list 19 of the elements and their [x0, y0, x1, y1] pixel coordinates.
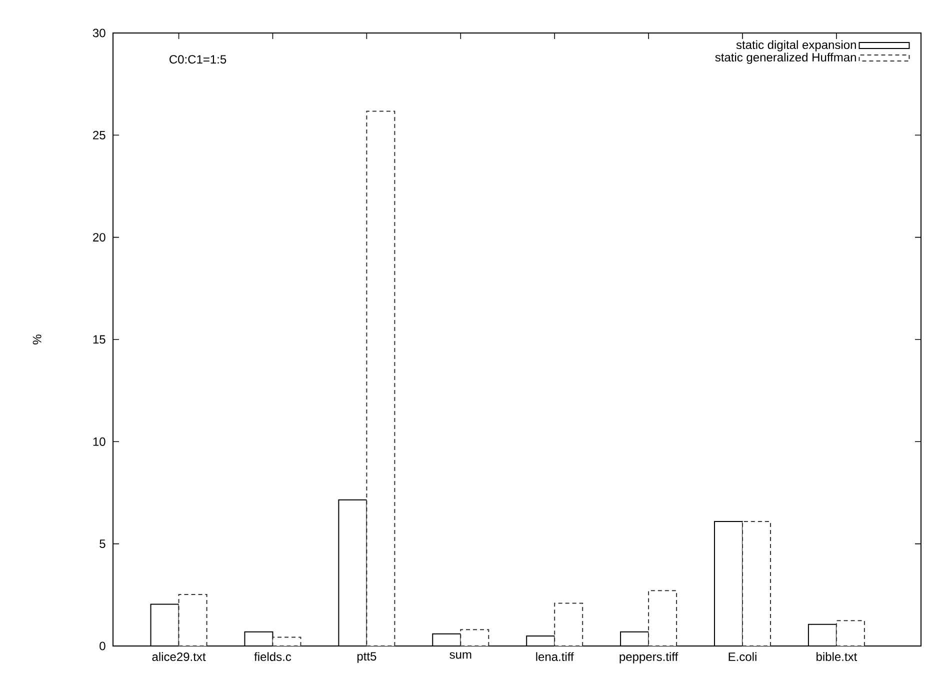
y-axis-title: %: [32, 334, 42, 344]
y-tick-label: 30: [92, 28, 106, 38]
y-tick-label: 5: [100, 540, 106, 548]
legend-label: static digital expansion: [736, 40, 856, 52]
annotation: C0:C1=1:5: [170, 55, 226, 64]
x-tick-label: peppers.tiff: [620, 652, 678, 664]
y-tick-label: 0: [100, 642, 106, 650]
y-tick-label: 20: [93, 233, 106, 242]
y-tick-label: 25: [93, 130, 106, 140]
legend-label: static generalized Huffman: [715, 52, 856, 64]
x-tick-label: E.coli: [728, 652, 756, 662]
y-tick-label: 15: [93, 335, 106, 344]
x-tick-label: bible.txt: [816, 652, 858, 662]
x-tick-label: fields.c: [254, 652, 292, 662]
x-tick-label: alice29.txt: [152, 652, 206, 662]
x-tick-label: ptt5: [357, 652, 376, 663]
x-tick-label: sum: [450, 652, 472, 659]
x-tick-label: lena.tiff: [536, 652, 574, 662]
y-tick-label: 10: [93, 437, 106, 446]
